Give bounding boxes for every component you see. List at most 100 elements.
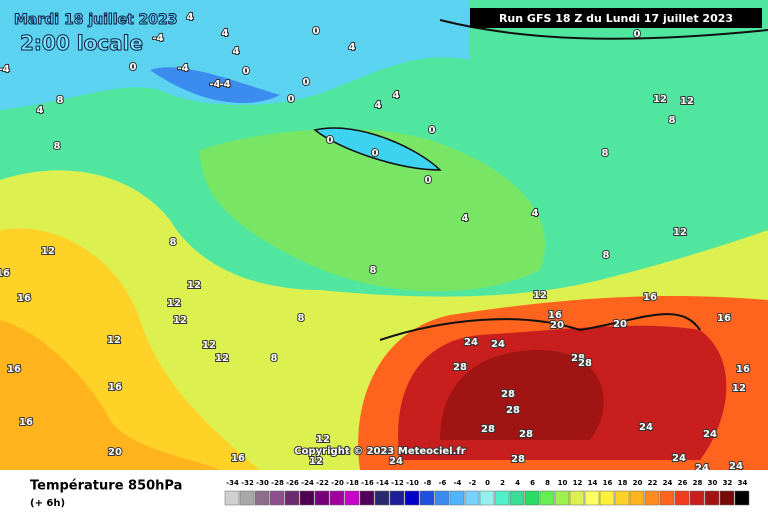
scale-swatch [284, 490, 300, 506]
mild-zone [200, 129, 546, 292]
scale-tick-label: 32 [723, 479, 733, 487]
contour-label: -4 [0, 64, 10, 75]
scale-swatch [404, 490, 420, 506]
core-hot-zone [440, 350, 604, 440]
contour-label: 0 [372, 148, 379, 159]
scale-swatch [689, 490, 705, 506]
date: Mardi 18 juillet 2023 [14, 12, 178, 28]
contour-label: 20 [108, 447, 122, 458]
contour-label: 0 [130, 62, 137, 73]
scale-tick-label: 10 [558, 479, 568, 487]
contour-label: 24 [639, 422, 653, 433]
scale-tick-label: 28 [693, 479, 703, 487]
contour-label: 0 [243, 66, 250, 77]
scale-swatch [224, 490, 240, 506]
scale-tick-label: 2 [500, 479, 505, 487]
contour-label: 0 [303, 77, 310, 88]
scale-tick-label: -24 [301, 479, 314, 487]
scale-tick-label: -28 [271, 479, 284, 487]
contour-label: 4 [349, 42, 356, 53]
contour-label: 8 [669, 115, 676, 126]
scale-tick-label: -8 [424, 479, 432, 487]
contour-label: 24 [464, 337, 478, 348]
scale-swatch [464, 490, 480, 506]
scale-swatch [719, 490, 735, 506]
contour-label: 0 [634, 29, 641, 40]
contour-label: 16 [17, 293, 31, 304]
contour-label: 0 [429, 125, 436, 136]
scale-swatch [389, 490, 405, 506]
scale-tick-label: -32 [241, 479, 254, 487]
scale-swatch [479, 490, 495, 506]
contour-label: 0 [425, 175, 432, 186]
contour-label: 12 [309, 456, 323, 467]
scale-swatch [299, 490, 315, 506]
contour-label: 4 [37, 105, 44, 116]
scale-swatch [629, 490, 645, 506]
scale-swatch [584, 490, 600, 506]
contour-label: 16 [231, 453, 245, 464]
contour-label: -4 [177, 63, 188, 74]
contour-label: 16 [19, 417, 33, 428]
contour-label: 12 [653, 94, 667, 105]
contour-label: 4 [393, 90, 400, 101]
contour-label: 28 [501, 389, 515, 400]
contour-label: 12 [673, 227, 687, 238]
local-time: 2:00 locale [20, 31, 143, 55]
contour-label: 16 [736, 364, 750, 375]
contour-label: 8 [54, 141, 61, 152]
contour-label: 8 [271, 353, 278, 364]
contour-label: 8 [370, 265, 377, 276]
contour-label: 28 [571, 353, 585, 364]
contour-label: 12 [533, 290, 547, 301]
scale-tick-label: -18 [346, 479, 359, 487]
scale-swatch [239, 490, 255, 506]
scale-tick-label: 30 [708, 479, 718, 487]
run-info: Run GFS 18 Z du Lundi 17 juillet 2023 [499, 12, 733, 25]
scale-tick-label: 4 [515, 479, 520, 487]
scale-tick-label: 0 [485, 479, 490, 487]
contour-label: 20 [613, 319, 627, 330]
scale-tick-label: 26 [678, 479, 688, 487]
scale-tick-label: 18 [618, 479, 628, 487]
contour-line [379, 313, 701, 341]
scale-swatch [644, 490, 660, 506]
scale-swatch [359, 490, 375, 506]
scale-swatch [554, 490, 570, 506]
contour-label: 4 [462, 213, 469, 224]
contour-label: -4 [209, 79, 220, 90]
scale-tick-label: -10 [406, 479, 419, 487]
scale-tick-label: -12 [391, 479, 404, 487]
contour-label: 28 [481, 424, 495, 435]
scale-swatch [599, 490, 615, 506]
scale-tick-label: -20 [331, 479, 344, 487]
field-name: Température 850hPa [30, 479, 182, 494]
scale-swatch [569, 490, 585, 506]
scale-tick-label: -22 [316, 479, 329, 487]
contour-label: 4 [222, 28, 229, 39]
contour-label: 8 [57, 95, 64, 106]
copyright: Copyright © 2023 Meteociel.fr [294, 446, 465, 457]
contour-label: -4 [152, 33, 163, 44]
contour-label: 28 [506, 405, 520, 416]
contour-label: 4 [532, 208, 539, 219]
contour-label: 12 [732, 383, 746, 394]
contour-label: 0 [288, 94, 295, 105]
scale-swatch [539, 490, 555, 506]
scale-tick-label: -34 [226, 479, 239, 487]
contour-label: 8 [298, 313, 305, 324]
contour-label: 20 [550, 320, 564, 331]
contour-label: 24 [389, 456, 403, 467]
contour-label: 28 [519, 429, 533, 440]
contour-label: 24 [491, 339, 505, 350]
scale-tick-label: -26 [286, 479, 299, 487]
contour-label: 16 [717, 313, 731, 324]
scale-swatch [344, 490, 360, 506]
contour-label: 12 [187, 280, 201, 291]
scale-tick-label: 24 [663, 479, 673, 487]
hot-west [0, 320, 220, 470]
scale-swatch [509, 490, 525, 506]
forecast-step: (+ 6h) [30, 498, 65, 509]
contour-label: 12 [316, 434, 330, 445]
